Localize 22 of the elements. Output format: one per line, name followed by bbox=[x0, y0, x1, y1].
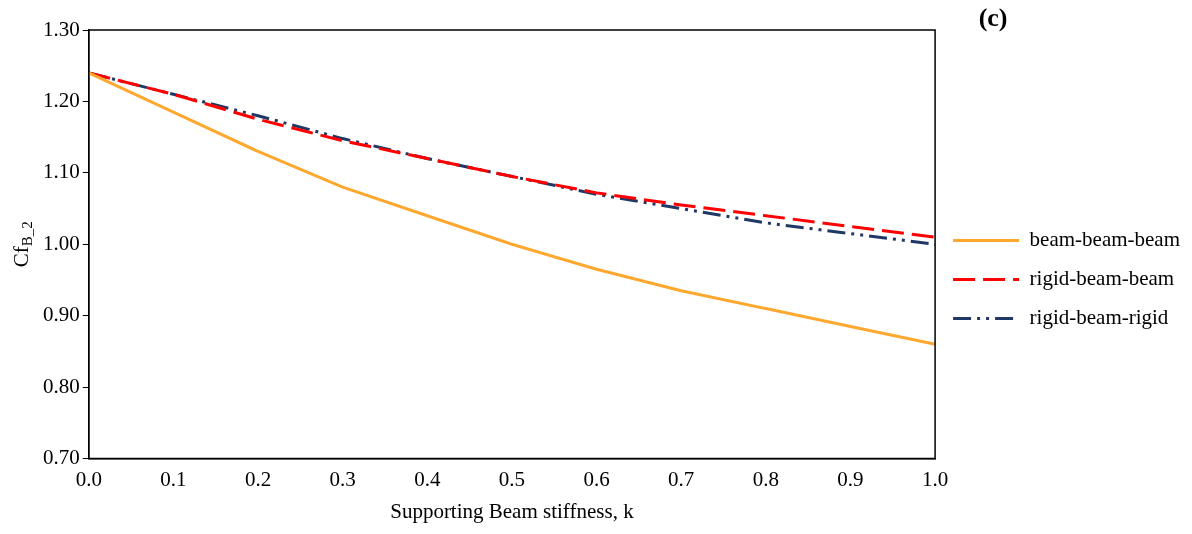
legend-label: rigid-beam-beam bbox=[1029, 266, 1175, 291]
y-tick-label: 0.80 bbox=[43, 373, 80, 398]
x-tick-label: 0.4 bbox=[414, 466, 441, 491]
legend-label: beam-beam-beam bbox=[1029, 227, 1181, 252]
x-tick-label: 0.7 bbox=[668, 466, 695, 491]
y-tick-label: 1.30 bbox=[43, 16, 80, 41]
x-tick-label: 0.5 bbox=[498, 466, 526, 491]
x-axis-title: Supporting Beam stiffness, k bbox=[390, 498, 635, 523]
y-tick-label: 0.90 bbox=[43, 302, 80, 327]
x-tick-label: 0.2 bbox=[244, 466, 272, 491]
legend-label: rigid-beam-rigid bbox=[1029, 305, 1169, 330]
x-tick-label: 0.1 bbox=[160, 466, 187, 491]
x-tick-label: 0.8 bbox=[752, 466, 779, 491]
x-tick-label: 1.0 bbox=[921, 466, 949, 491]
y-tick-label: 1.00 bbox=[43, 230, 80, 255]
y-tick-label: 1.20 bbox=[43, 87, 80, 112]
text: (c) bbox=[978, 2, 1008, 32]
x-tick-label: 0.9 bbox=[837, 466, 864, 491]
x-tick-label: 0.6 bbox=[583, 466, 610, 491]
y-tick-label: 1.10 bbox=[43, 159, 80, 184]
y-axis-title: CfB_2 bbox=[8, 221, 35, 268]
x-tick-label: 0.3 bbox=[329, 466, 356, 491]
